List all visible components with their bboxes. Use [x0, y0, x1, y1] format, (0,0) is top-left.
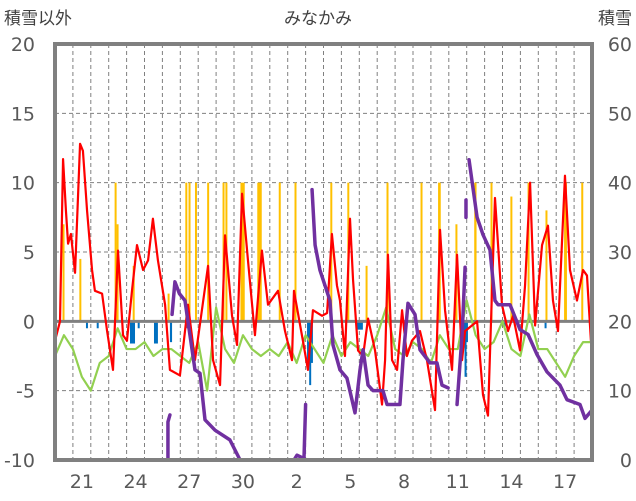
- yellow-bar: [386, 182, 389, 322]
- purple-snow-depth-line: [467, 158, 594, 421]
- chart-title: みなかみ: [284, 9, 352, 29]
- blue-bar: [464, 321, 467, 377]
- left-tick-label: 20: [11, 34, 35, 56]
- yellow-bar: [294, 182, 297, 322]
- x-tick-label: 2: [291, 471, 303, 493]
- right-tick-label: 40: [608, 173, 632, 195]
- yellow-bar: [510, 196, 513, 322]
- blue-bar: [137, 321, 140, 329]
- yellow-bar: [132, 265, 135, 322]
- blue-bar: [153, 321, 158, 344]
- left-tick-label: -10: [4, 450, 35, 472]
- yellow-bar: [365, 265, 368, 322]
- x-tick-label: 30: [231, 471, 255, 493]
- yellow-bar: [188, 182, 191, 322]
- yellow-bar: [257, 182, 262, 322]
- right-tick-label: 60: [608, 34, 632, 56]
- left-tick-label: 10: [11, 173, 35, 195]
- blue-bar: [169, 321, 173, 343]
- yellow-bar: [114, 182, 117, 322]
- right-tick-label: 10: [608, 381, 632, 403]
- yellow-bar: [194, 182, 197, 322]
- blue-bar: [85, 321, 88, 329]
- yellow-bar: [581, 182, 584, 322]
- x-tick-label: 24: [123, 471, 147, 493]
- yellow-bar: [420, 182, 423, 322]
- purple-snow-depth-line: [455, 265, 467, 407]
- purple-snow-depth-line: [53, 413, 172, 462]
- yellow-bar: [79, 258, 82, 322]
- yellow-bar: [545, 210, 548, 322]
- x-tick-label: 17: [553, 471, 577, 493]
- yellow-bar: [474, 182, 477, 322]
- purple-snow-depth-line: [170, 280, 308, 462]
- yellow-bar: [167, 293, 170, 322]
- blue-bar: [356, 321, 363, 330]
- blue-bar: [130, 321, 136, 344]
- right-tick-label: 20: [608, 311, 632, 333]
- purple-snow-depth-line: [310, 187, 450, 415]
- left-axis-title: 積雪以外: [4, 9, 72, 29]
- yellow-bar: [240, 182, 245, 322]
- yellow-bar: [207, 182, 210, 322]
- right-tick-label: 50: [608, 103, 632, 125]
- green-series-line: [53, 299, 592, 392]
- right-axis-title: 積雪: [598, 9, 632, 29]
- left-tick-label: 0: [23, 311, 35, 333]
- yellow-bar: [278, 182, 281, 322]
- blue-bar: [96, 321, 99, 329]
- plot-frame: [53, 42, 594, 462]
- left-tick-label: -5: [16, 381, 35, 403]
- x-tick-label: 21: [70, 471, 94, 493]
- x-tick-label: 8: [398, 471, 410, 493]
- right-tick-label: 30: [608, 242, 632, 264]
- left-tick-label: 5: [23, 242, 35, 264]
- yellow-bar: [564, 182, 567, 322]
- x-tick-label: 11: [446, 471, 470, 493]
- yellow-bar: [185, 182, 188, 322]
- x-tick-label: 27: [177, 471, 201, 493]
- blue-bar: [544, 321, 547, 329]
- yellow-bar: [527, 182, 530, 322]
- yellow-bar: [62, 224, 65, 322]
- left-tick-label: 15: [11, 103, 35, 125]
- right-tick-label: 0: [620, 450, 632, 472]
- x-tick-label: 14: [499, 471, 523, 493]
- blue-bar: [503, 321, 506, 327]
- x-tick-label: 5: [344, 471, 356, 493]
